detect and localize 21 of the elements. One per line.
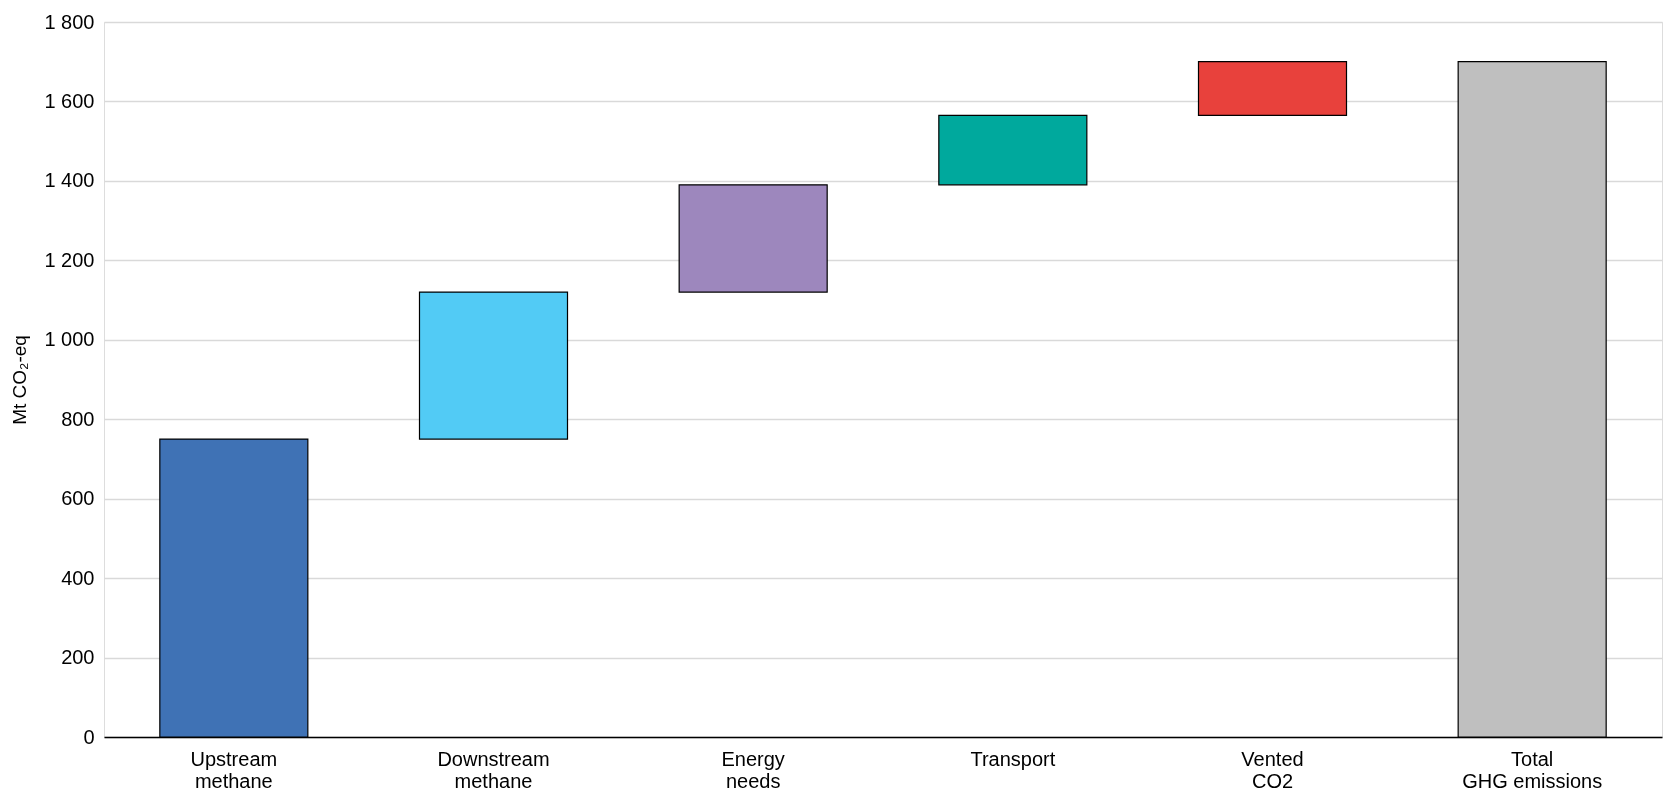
y-tick-label: 200 — [61, 646, 95, 669]
bar — [938, 114, 1088, 186]
x-tick-label: Energy needs — [721, 747, 785, 792]
y-tick-label: 1 400 — [44, 169, 95, 192]
y-tick-label: 1 800 — [44, 10, 95, 33]
x-tick-label: Downstream methane — [437, 747, 550, 792]
x-tick-label: Vented CO2 — [1241, 747, 1304, 792]
x-tick-label: Total GHG emissions — [1462, 747, 1603, 792]
bar — [418, 291, 569, 440]
x-tick-label: Upstream methane — [190, 747, 278, 792]
y-tick-label: 0 — [83, 725, 95, 748]
y-axis-title: Mt CO₂-eq — [9, 335, 31, 425]
y-tick-label: 800 — [61, 407, 95, 430]
bar — [678, 184, 828, 293]
y-tick-label: 400 — [61, 566, 95, 589]
bar — [1197, 61, 1348, 116]
y-tick-label: 1 000 — [44, 328, 95, 351]
y-tick-label: 1 200 — [44, 248, 95, 271]
x-tick-label: Transport — [970, 747, 1056, 770]
y-tick-label: 600 — [61, 487, 95, 510]
y-tick-label: 1 600 — [44, 89, 95, 112]
